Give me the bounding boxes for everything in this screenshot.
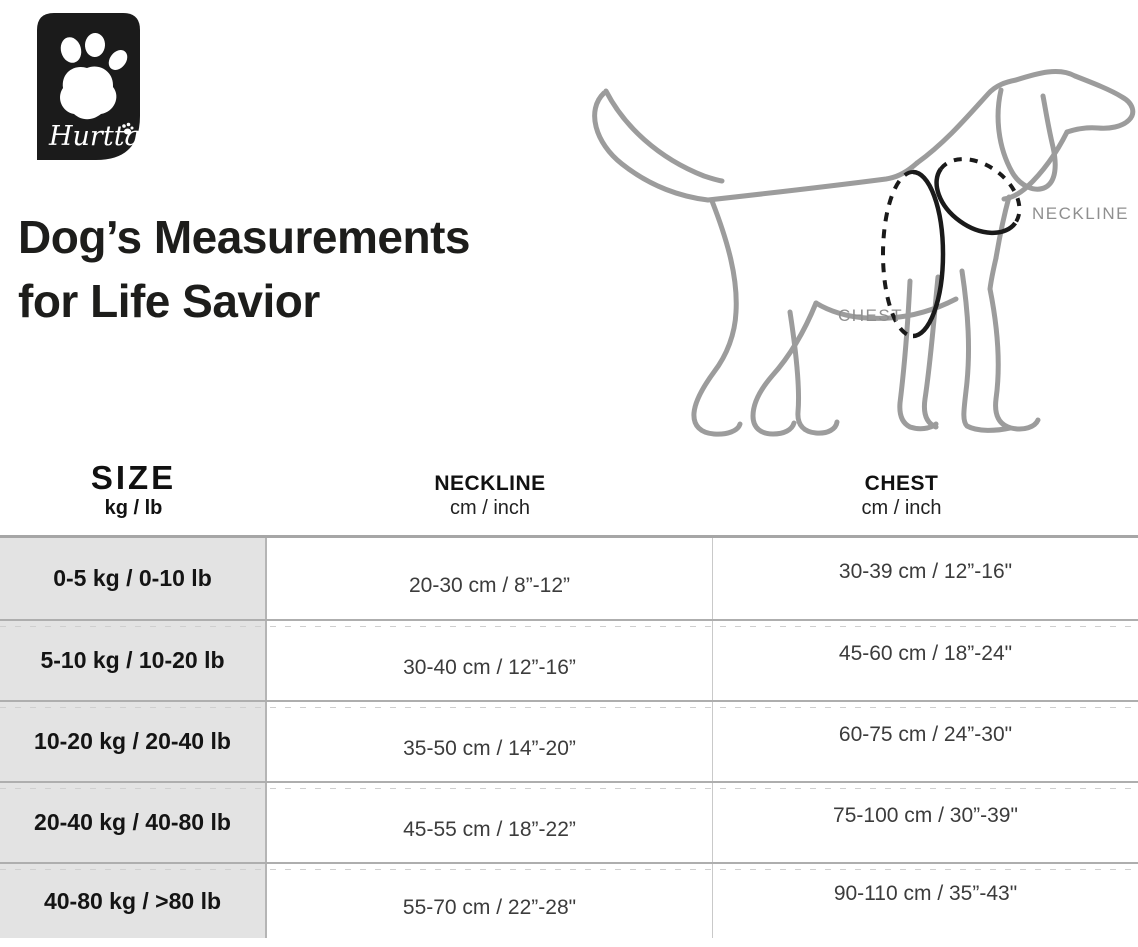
page-title-line2: for Life Savior (18, 275, 320, 327)
size-cell: 20-40 kg / 40-80 lb (0, 783, 267, 862)
paw-icon (60, 33, 128, 120)
size-header-unit: kg / lb (104, 497, 163, 519)
neckline-header-unit: cm / inch (449, 497, 531, 519)
chest-cell: 90-110 cm / 35”-43" (833, 882, 1018, 905)
page-title: Dog’s Measurements for Life Savior (18, 205, 578, 333)
table-row: 5-10 kg / 10-20 lb 30-40 cm / 12”-16” 45… (0, 619, 1138, 700)
table-row: 0-5 kg / 0-10 lb 20-30 cm / 8”-12” 30-39… (0, 538, 1138, 619)
chest-cell: 60-75 cm / 24”-30" (838, 722, 1013, 746)
neckline-measure-line (934, 167, 1018, 236)
neckline-diagram-label: NECKLINE (1032, 204, 1130, 223)
neckline-cell: 55-70 cm / 22”-28" (267, 864, 713, 938)
table-row: 20-40 kg / 40-80 lb 45-55 cm / 18”-22” 7… (0, 781, 1138, 862)
neckline-cell: 30-40 cm / 12”-16” (267, 621, 713, 700)
size-cell: 0-5 kg / 0-10 lb (0, 538, 267, 619)
neckline-header-title: NECKLINE (434, 472, 546, 495)
chest-diagram-label: CHEST (838, 306, 904, 325)
chest-cell: 75-100 cm / 30”-39" (833, 803, 1018, 827)
table-header: SIZE kg / lb NECKLINE cm / inch CHEST cm… (0, 457, 1138, 535)
neckline-cell: 20-30 cm / 8”-12” (267, 538, 713, 619)
size-cell: 5-10 kg / 10-20 lb (0, 621, 267, 700)
size-header-title: SIZE (90, 459, 177, 496)
size-cell: 10-20 kg / 20-40 lb (0, 702, 267, 781)
measurement-lines (881, 157, 1022, 339)
table-row: 40-80 kg / >80 lb 55-70 cm / 22”-28" 90-… (0, 862, 1138, 938)
dog-outline (592, 68, 1136, 437)
dog-illustration (592, 68, 1136, 437)
mini-paw-icon (122, 122, 134, 135)
size-table: SIZE kg / lb NECKLINE cm / inch CHEST cm… (0, 457, 1138, 938)
hurtta-logo: Hurtta (37, 13, 140, 160)
chest-cell: 30-39 cm / 12”-16" (838, 559, 1013, 583)
neckline-cell: 45-55 cm / 18”-22” (267, 783, 713, 862)
hero-section: Hurtta Dog’s Measurements for Life Savio… (0, 0, 1138, 457)
neckline-column-header: NECKLINE cm / inch (267, 457, 713, 535)
chest-header-unit: cm / inch (861, 497, 942, 519)
chest-column-header: CHEST cm / inch (713, 457, 1138, 535)
neckline-cell: 35-50 cm / 14”-20” (267, 702, 713, 781)
chest-measure-line (912, 169, 946, 339)
size-column-header: SIZE kg / lb (0, 457, 267, 535)
logo-wordmark: Hurtta (48, 121, 140, 152)
chest-header-title: CHEST (864, 472, 939, 495)
table-body: 0-5 kg / 0-10 lb 20-30 cm / 8”-12” 30-39… (0, 535, 1138, 938)
chest-cell: 45-60 cm / 18”-24" (838, 641, 1013, 665)
page-title-line1: Dog’s Measurements (18, 211, 471, 263)
size-cell: 40-80 kg / >80 lb (0, 864, 267, 938)
table-row: 10-20 kg / 20-40 lb 35-50 cm / 14”-20” 6… (0, 700, 1138, 781)
chest-measure-line-dashed (881, 170, 914, 338)
